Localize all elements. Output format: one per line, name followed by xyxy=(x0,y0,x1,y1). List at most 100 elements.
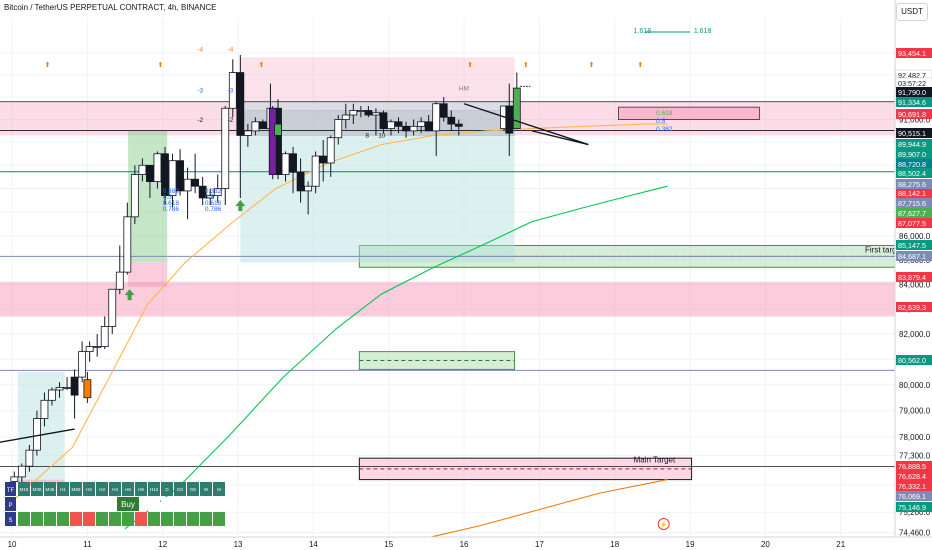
time-axis-tick: 20 xyxy=(761,540,770,549)
price-axis-tick: 80,000.0 xyxy=(899,381,931,390)
candle-body xyxy=(161,153,169,196)
candle-body xyxy=(447,116,456,125)
mtf-s-cell xyxy=(135,512,147,526)
mtf-header-cell xyxy=(83,482,95,496)
mtf-header-label: M xyxy=(217,487,221,492)
fib-label-left: 0.382 xyxy=(163,188,180,195)
candle-body xyxy=(356,110,365,112)
price-tag: 88,502.4 xyxy=(896,168,932,178)
mtf-p-cell xyxy=(148,497,160,511)
price-tag-label: 80,562.0 xyxy=(898,356,926,365)
price-tag: 89,944.9 xyxy=(896,139,932,149)
price-tag-box xyxy=(896,139,932,149)
price-tag-label: 92,482.7 xyxy=(898,71,926,80)
mtf-header-cell xyxy=(18,482,30,496)
mtf-p-cell xyxy=(96,497,108,511)
candle-body xyxy=(70,376,79,396)
price-tag: 88,275.6 xyxy=(896,179,932,189)
candle-body-highlight xyxy=(512,87,521,130)
mtf-s-cell xyxy=(109,512,121,526)
price-level-label: First targ xyxy=(865,245,897,254)
price-axis-tick: 91,000.0 xyxy=(899,116,931,125)
fib-label-left: 0.786 xyxy=(163,206,180,213)
candle-body xyxy=(123,216,132,273)
mtf-row-label: TF xyxy=(7,488,15,494)
mtf-s-cell xyxy=(96,512,108,526)
price-tag-label: 89,907.0 xyxy=(898,150,926,159)
mtf-header-cell xyxy=(44,482,56,496)
candle-body-highlight xyxy=(268,107,277,175)
buy-badge-label: Buy xyxy=(121,500,135,509)
mtf-p-cell xyxy=(174,497,186,511)
price-tag: 88,720.8 xyxy=(896,159,932,169)
candle-body xyxy=(409,125,418,132)
candle-body xyxy=(138,164,147,175)
price-tag-box xyxy=(896,251,932,261)
price-axis-tick: 84,000.0 xyxy=(899,280,931,289)
mtf-header-label: H3 xyxy=(99,487,105,492)
mtf-p-cell xyxy=(70,497,82,511)
wedge-lower-trendline xyxy=(531,130,589,146)
buy-badge xyxy=(117,497,139,511)
mtf-header-cell xyxy=(109,482,121,496)
candle-body xyxy=(168,160,177,196)
price-tag: 76,332.1 xyxy=(896,481,932,491)
mtf-header-cell xyxy=(161,482,173,496)
candle-body xyxy=(281,153,290,175)
annotation-label: 8 xyxy=(365,133,369,140)
price-tag-label: 91,790.0 xyxy=(898,88,926,97)
mtf-p-cell xyxy=(44,497,56,511)
candle-body-highlight xyxy=(83,379,92,399)
mtf-row-label: P xyxy=(8,503,12,509)
buy-signal-arrow-icon xyxy=(235,200,246,212)
time-axis-tick: 12 xyxy=(158,540,167,549)
mtf-s-cell xyxy=(57,512,69,526)
mtf-row-label: S xyxy=(8,518,12,524)
mtf-header-label: H2 xyxy=(86,487,92,492)
price-tag-box xyxy=(896,87,932,97)
price-tag-label: 91,334.6 xyxy=(898,98,926,107)
candle-body xyxy=(454,123,463,127)
price-tag-box xyxy=(896,491,932,501)
fib-level-label: 0.5 xyxy=(656,118,665,125)
price-tag-box xyxy=(896,159,932,169)
mtf-row-label-cell xyxy=(5,482,16,496)
currency-button[interactable]: USDT xyxy=(896,3,928,21)
candle-body xyxy=(341,114,350,120)
price-level-label: Main Target xyxy=(634,455,676,464)
mtf-header-cell xyxy=(174,482,186,496)
price-tag-label: 88,275.6 xyxy=(898,180,926,189)
mtf-header-cell xyxy=(148,482,160,496)
price-tag: 89,907.0 xyxy=(896,149,932,159)
mtf-header-cell xyxy=(70,482,82,496)
annotation-label: -4 xyxy=(197,47,203,54)
fib-label-right: 0.618 xyxy=(205,200,222,207)
candle-body xyxy=(372,112,380,116)
price-tag-box xyxy=(896,188,932,198)
time-axis-background xyxy=(0,537,932,550)
signal-marker-icon: ⬆ xyxy=(45,61,51,69)
candle-body xyxy=(424,121,433,132)
candle-body xyxy=(319,155,328,164)
mtf-s-cell xyxy=(148,512,160,526)
fib-label-right: 0.5 xyxy=(205,194,214,201)
time-axis-tick: 19 xyxy=(686,540,695,549)
mtf-p-cell xyxy=(213,497,225,511)
price-tag: 76,069.1 xyxy=(896,491,932,501)
price-tag-label: 76,332.1 xyxy=(898,482,926,491)
mtf-s-cell xyxy=(83,512,95,526)
mtf-s-cell xyxy=(31,512,43,526)
price-tag: 93,454.1 xyxy=(896,48,932,58)
mtf-p-cell xyxy=(200,497,212,511)
signal-marker-icon: ⬆ xyxy=(467,61,473,69)
long-risk-region xyxy=(128,262,168,287)
time-axis-tick: 17 xyxy=(535,540,544,549)
price-tag-box xyxy=(896,97,932,107)
price-tag: 87,627.7 xyxy=(896,208,932,218)
early-trendline xyxy=(0,428,75,443)
supply-zone xyxy=(0,281,895,317)
candle-body xyxy=(115,271,124,290)
annotation-label: HM xyxy=(459,85,469,92)
mtf-header-label: D xyxy=(165,487,169,492)
